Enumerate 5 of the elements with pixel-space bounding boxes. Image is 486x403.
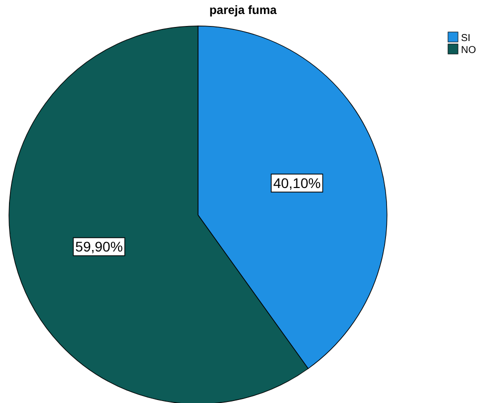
legend-label: SI [461, 33, 470, 44]
data-label: 59,90% [75, 238, 123, 255]
data-label: 40,10% [273, 175, 321, 192]
legend-label: NO [461, 45, 476, 56]
chart-title: pareja fuma [209, 3, 278, 17]
